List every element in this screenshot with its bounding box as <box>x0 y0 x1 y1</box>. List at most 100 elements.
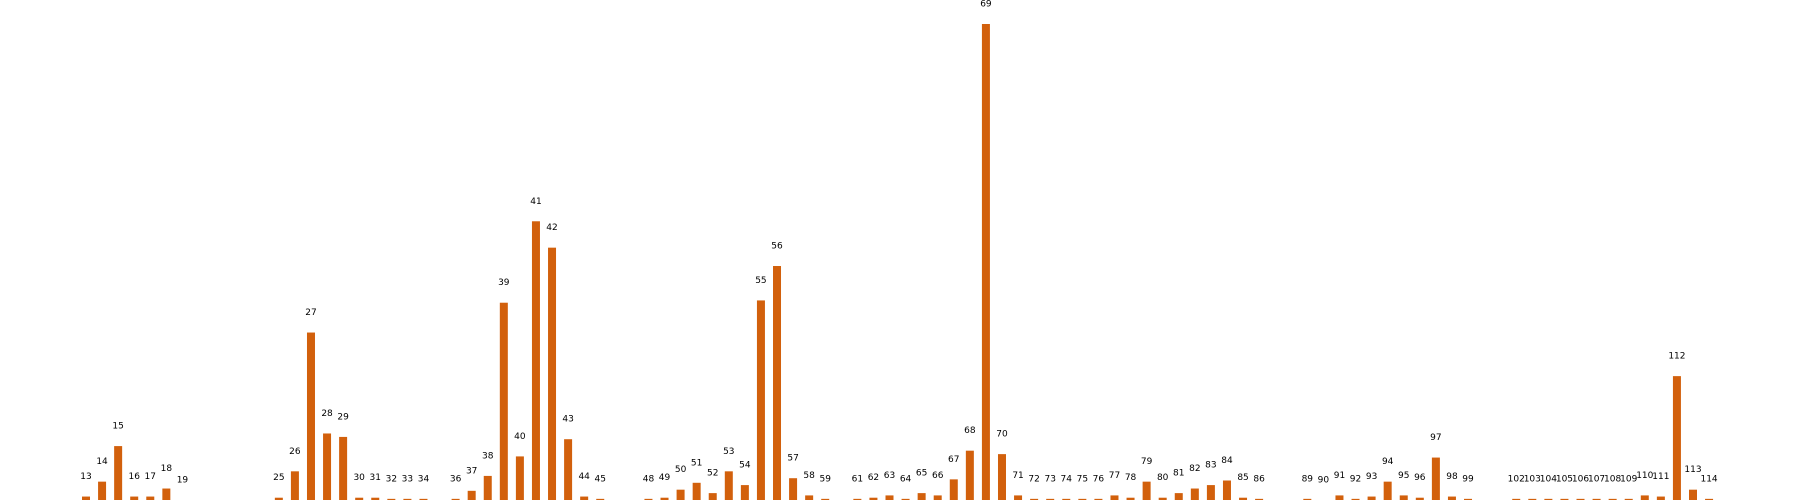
bar-label: 14 <box>96 457 108 467</box>
bar-label: 54 <box>739 461 751 471</box>
bar <box>1399 495 1408 500</box>
bar-label: 51 <box>691 458 702 468</box>
bar-label: 91 <box>1334 471 1345 481</box>
bar-label: 99 <box>1462 474 1474 484</box>
bar <box>1447 496 1456 500</box>
bar <box>1464 498 1473 500</box>
bar-label: 95 <box>1398 471 1409 481</box>
bar <box>773 266 782 500</box>
bar <box>467 490 476 500</box>
bar-label: 49 <box>659 473 671 483</box>
bar-label: 89 <box>1302 474 1314 484</box>
bar <box>1078 498 1087 500</box>
bar-label: 13 <box>80 472 91 482</box>
bar-label: 42 <box>546 223 557 233</box>
bar-label: 56 <box>771 242 783 252</box>
bar <box>1672 376 1681 500</box>
bar-label: 41 <box>530 197 541 207</box>
bar-label: 106 <box>1572 474 1589 484</box>
bar-label: 104 <box>1540 474 1557 484</box>
bar-label: 36 <box>450 474 462 484</box>
bar <box>531 221 540 500</box>
bar-label: 33 <box>402 474 413 484</box>
bar <box>997 454 1006 500</box>
bar <box>419 498 428 500</box>
bar <box>644 498 653 500</box>
bar <box>146 496 155 500</box>
bar <box>1126 497 1135 500</box>
bar <box>1640 495 1649 500</box>
bar-label: 25 <box>273 473 284 483</box>
bar <box>1062 498 1071 500</box>
bar <box>805 495 814 500</box>
bar <box>1367 496 1376 500</box>
bar <box>885 495 894 500</box>
bar-label: 34 <box>418 474 430 484</box>
bar <box>1415 497 1424 500</box>
bar-label: 79 <box>1141 457 1153 467</box>
bar <box>740 485 749 500</box>
bar-label: 15 <box>112 422 123 432</box>
bar-label: 86 <box>1253 474 1265 484</box>
bar-label: 61 <box>852 474 863 484</box>
bar <box>933 495 942 500</box>
bar-label: 71 <box>1012 471 1023 481</box>
bar <box>789 478 798 500</box>
bar <box>1592 498 1601 500</box>
bar <box>1705 498 1714 500</box>
bar <box>1303 498 1312 500</box>
bar <box>1206 485 1215 500</box>
bar <box>580 496 589 500</box>
bar <box>306 332 315 500</box>
bar <box>1608 498 1617 500</box>
bar <box>853 498 862 500</box>
bar-label: 77 <box>1109 471 1120 481</box>
bar <box>499 302 508 500</box>
bar-label: 103 <box>1524 474 1541 484</box>
bar-label: 27 <box>305 308 316 318</box>
bar-label: 28 <box>321 409 333 419</box>
bar <box>355 497 364 500</box>
bar <box>1110 495 1119 500</box>
bar-label: 26 <box>289 447 301 457</box>
bar-label: 50 <box>675 465 687 475</box>
bar <box>949 479 958 500</box>
bar <box>548 247 557 500</box>
bar-label: 73 <box>1044 474 1055 484</box>
bar <box>451 498 460 500</box>
bar-label: 53 <box>723 447 734 457</box>
bar-label: 68 <box>964 426 976 436</box>
bar-label: 67 <box>948 455 959 465</box>
bar-label: 102 <box>1508 474 1525 484</box>
bar <box>1239 497 1248 500</box>
bar <box>708 493 717 500</box>
bar <box>1560 498 1569 500</box>
bar-label: 18 <box>161 464 173 474</box>
bar-label: 112 <box>1668 352 1685 362</box>
bar-label: 97 <box>1430 433 1441 443</box>
bar-label: 113 <box>1684 465 1701 475</box>
bar <box>1689 489 1697 500</box>
bar-label: 30 <box>353 473 365 483</box>
bar-label: 78 <box>1125 473 1137 483</box>
bar <box>724 471 733 500</box>
bar-label: 16 <box>128 472 140 482</box>
bar-label: 31 <box>370 473 381 483</box>
bar <box>387 498 396 500</box>
bar-label: 37 <box>466 466 477 476</box>
bar <box>1544 498 1553 500</box>
bar-label: 32 <box>386 474 397 484</box>
bar <box>1222 480 1231 500</box>
bar-label: 80 <box>1157 473 1169 483</box>
bar <box>869 497 878 500</box>
bar <box>403 498 412 500</box>
bar-label: 109 <box>1620 474 1637 484</box>
bar <box>114 446 123 500</box>
bar-label: 75 <box>1077 474 1088 484</box>
bar-label: 114 <box>1700 474 1717 484</box>
bar <box>901 498 910 500</box>
bar-label: 59 <box>819 474 831 484</box>
bar-label: 66 <box>932 471 944 481</box>
bar-label: 65 <box>916 469 927 479</box>
bar <box>1656 496 1665 500</box>
